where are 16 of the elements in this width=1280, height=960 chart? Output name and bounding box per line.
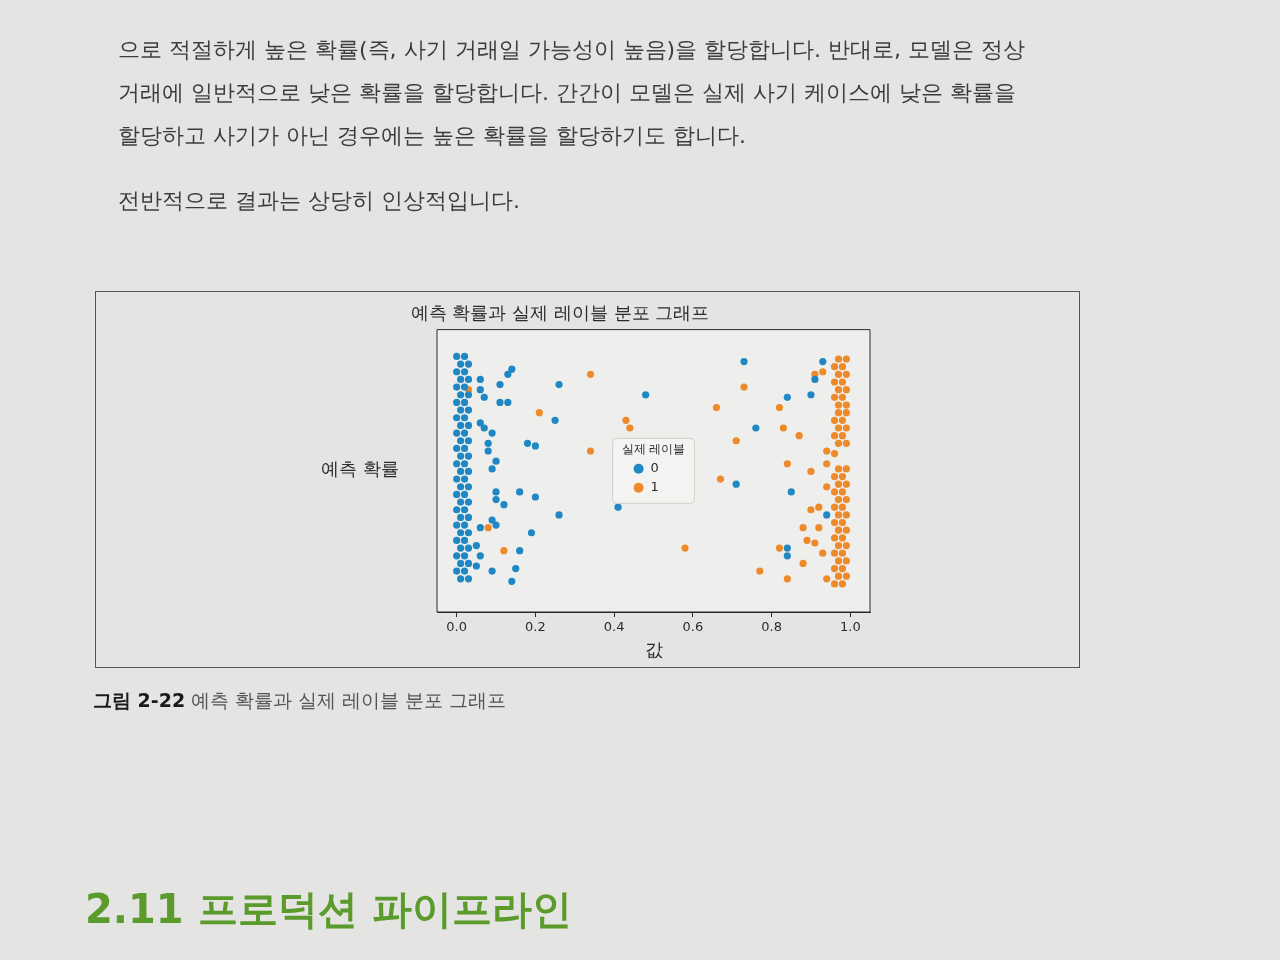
x-tick-label: 0.8 — [761, 619, 782, 635]
text: 전반적으로 결과는 상당히 인상적입니다. — [118, 187, 521, 215]
text: 2.11 프로덕션 파이프라인 — [85, 885, 572, 934]
x-tick-label: 0.2 — [525, 619, 546, 635]
legend-label: 1 — [650, 479, 659, 495]
x-tick-label: 0.6 — [682, 619, 704, 635]
x-tick-label: 0.0 — [446, 619, 468, 635]
text: 으로 적절하게 높은 확률(즉, 사기 거래일 가능성이 높음)을 할당합니다. 반대로, 모델은 정상 거래에 일반적으로 낮은 확률을 할당합니다. 간간이 모델은 실제 사기 케이스에 낮은 확률을 할당하고 사기가 아닌 경우에는 높은 확률을 할당하기도 합니다. — [118, 36, 1027, 150]
x-tick-label: 1.0 — [839, 619, 861, 635]
legend-label: 0 — [650, 460, 659, 476]
x-axis-title: 값 — [644, 638, 663, 660]
caption: 그림 2-22 예측 확률과 실제 레이블 분포 그래프 — [93, 688, 507, 712]
legend-title: 실제 레이블 — [621, 442, 686, 457]
y-axis-title: 예측 확률 — [321, 458, 399, 480]
chart-title: 예측 확률과 실제 레이블 분포 그래프 — [410, 302, 710, 324]
x-tick-label: 0.4 — [603, 619, 625, 635]
